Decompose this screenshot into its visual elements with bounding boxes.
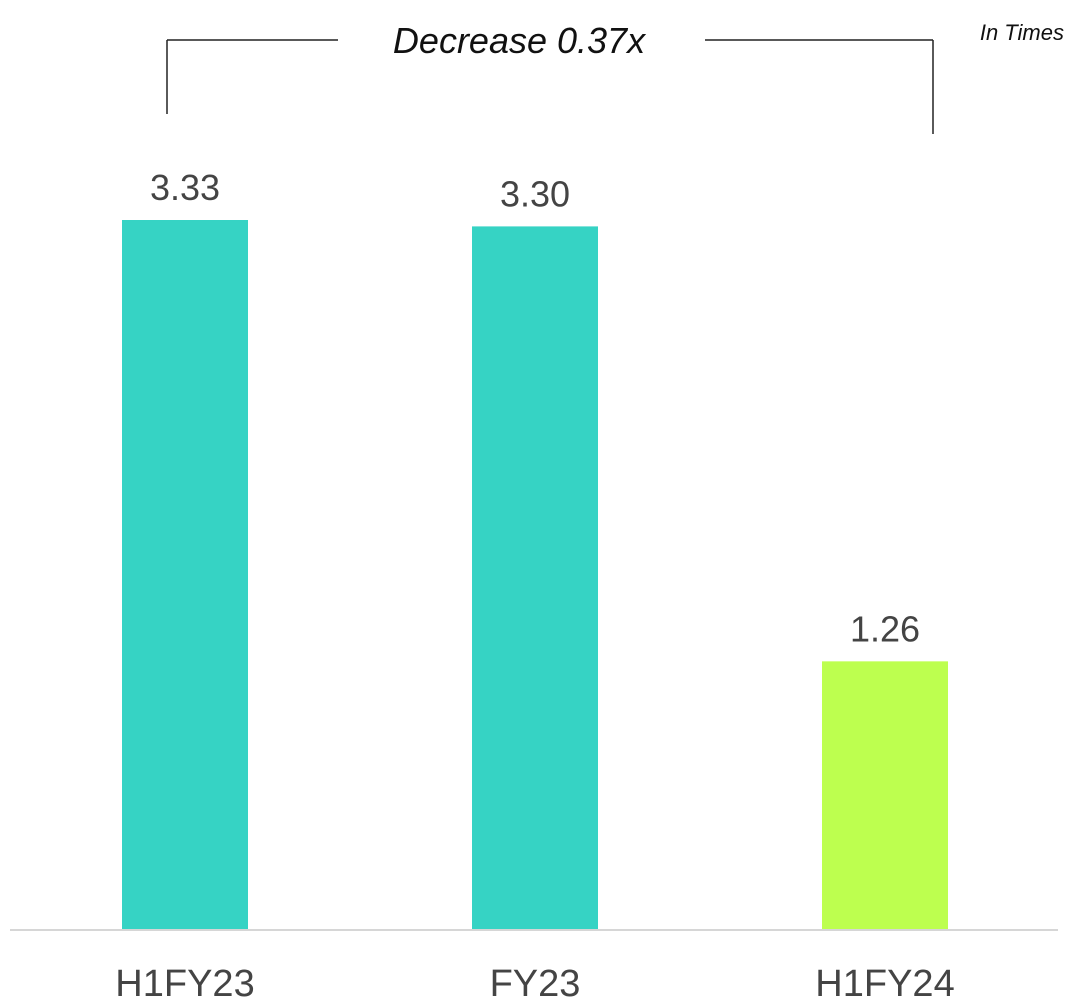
bar-h1fy23: [122, 220, 248, 930]
bar-fy23: [472, 226, 598, 931]
category-label-h1fy24: H1FY24: [815, 963, 954, 1003]
value-label-h1fy24: 1.26: [850, 608, 920, 649]
unit-note: In Times: [980, 20, 1064, 45]
value-label-h1fy23: 3.33: [150, 167, 220, 208]
bars-group: [122, 220, 948, 931]
bar-h1fy24: [822, 661, 948, 930]
category-label-h1fy23: H1FY23: [115, 963, 254, 1003]
value-labels-group: 3.33 3.30 1.26: [150, 167, 920, 649]
change-bracket: [166, 39, 934, 134]
category-labels-group: H1FY23 FY23 H1FY24: [115, 963, 954, 1003]
value-label-fy23: 3.30: [500, 173, 570, 214]
change-annotation: Decrease 0.37x: [393, 20, 647, 61]
category-label-fy23: FY23: [490, 963, 581, 1003]
